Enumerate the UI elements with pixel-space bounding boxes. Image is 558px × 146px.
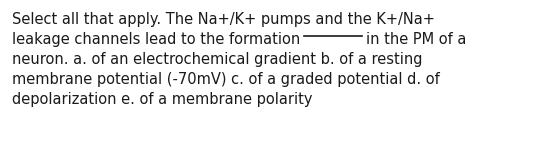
Text: depolarization e. of a membrane polarity: depolarization e. of a membrane polarity xyxy=(12,92,312,107)
Text: membrane potential (-70mV) c. of a graded potential d. of: membrane potential (-70mV) c. of a grade… xyxy=(12,72,440,87)
Text: Select all that apply. The Na+/K+ pumps and the K+/Na+: Select all that apply. The Na+/K+ pumps … xyxy=(12,12,435,27)
Text: leakage channels lead to the formation: leakage channels lead to the formation xyxy=(12,32,300,47)
Text: neuron. a. of an electrochemical gradient b. of a resting: neuron. a. of an electrochemical gradien… xyxy=(12,52,422,67)
Text: in the PM of a: in the PM of a xyxy=(366,32,466,47)
